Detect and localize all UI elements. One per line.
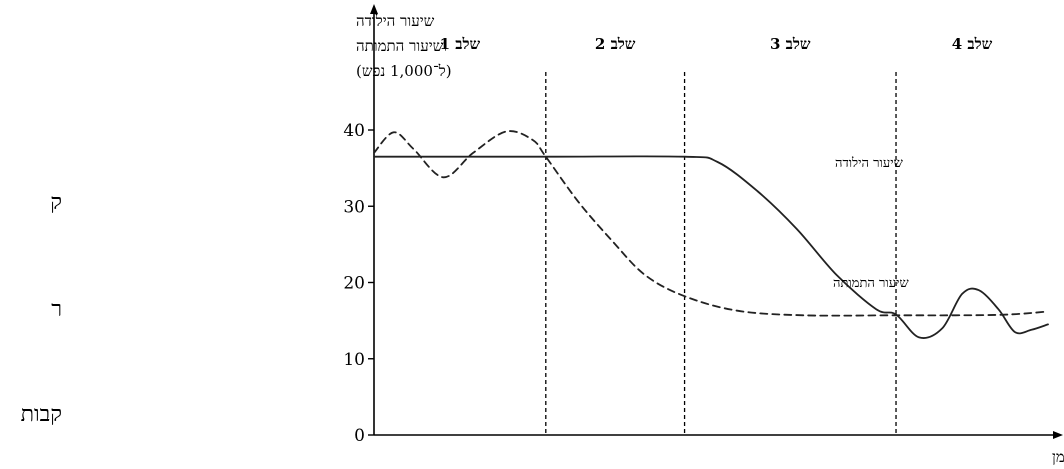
y-tick-label: 10: [343, 350, 365, 370]
side-fragment-1: ק: [50, 190, 62, 215]
stage-label: שלב 1: [440, 35, 481, 53]
y-axis-label-line-1: שיעור הילודה: [356, 12, 435, 30]
series-layer: [373, 130, 1049, 339]
y-tick-label: 0: [354, 426, 365, 446]
curve-label-death-rate: שיעור התמותה: [833, 276, 909, 291]
y-tick-label: 20: [343, 274, 365, 294]
side-fragment-2: ר: [51, 297, 62, 322]
stage-label: שלב 2: [595, 35, 636, 53]
x-axis-arrow: [1053, 431, 1063, 439]
side-fragment-3: קבות: [21, 402, 62, 427]
y-axis-label-line-2: ושיעור התמותה: [356, 37, 447, 55]
y-tick-label: 30: [343, 197, 365, 217]
stage-dividers: [545, 72, 897, 435]
stage-label: שלב 3: [770, 35, 811, 53]
y-tick-label: 40: [343, 121, 365, 141]
stage-labels: שלב 1 שלב 2 שלב 3 שלב 4: [440, 35, 993, 53]
x-axis-label: זמן: [1052, 448, 1064, 466]
series-line-death-rate: [373, 130, 1049, 317]
y-axis-label-line-3: (ל־1,000 נפש): [356, 62, 452, 80]
y-axis-arrow: [370, 4, 378, 14]
y-ticks: 0 10 20 30 40: [343, 121, 374, 446]
curve-label-birth-rate: שיעור הילודה: [835, 156, 904, 171]
stage-label: שלב 4: [952, 35, 993, 53]
series-line-birth-rate: [373, 155, 1049, 339]
